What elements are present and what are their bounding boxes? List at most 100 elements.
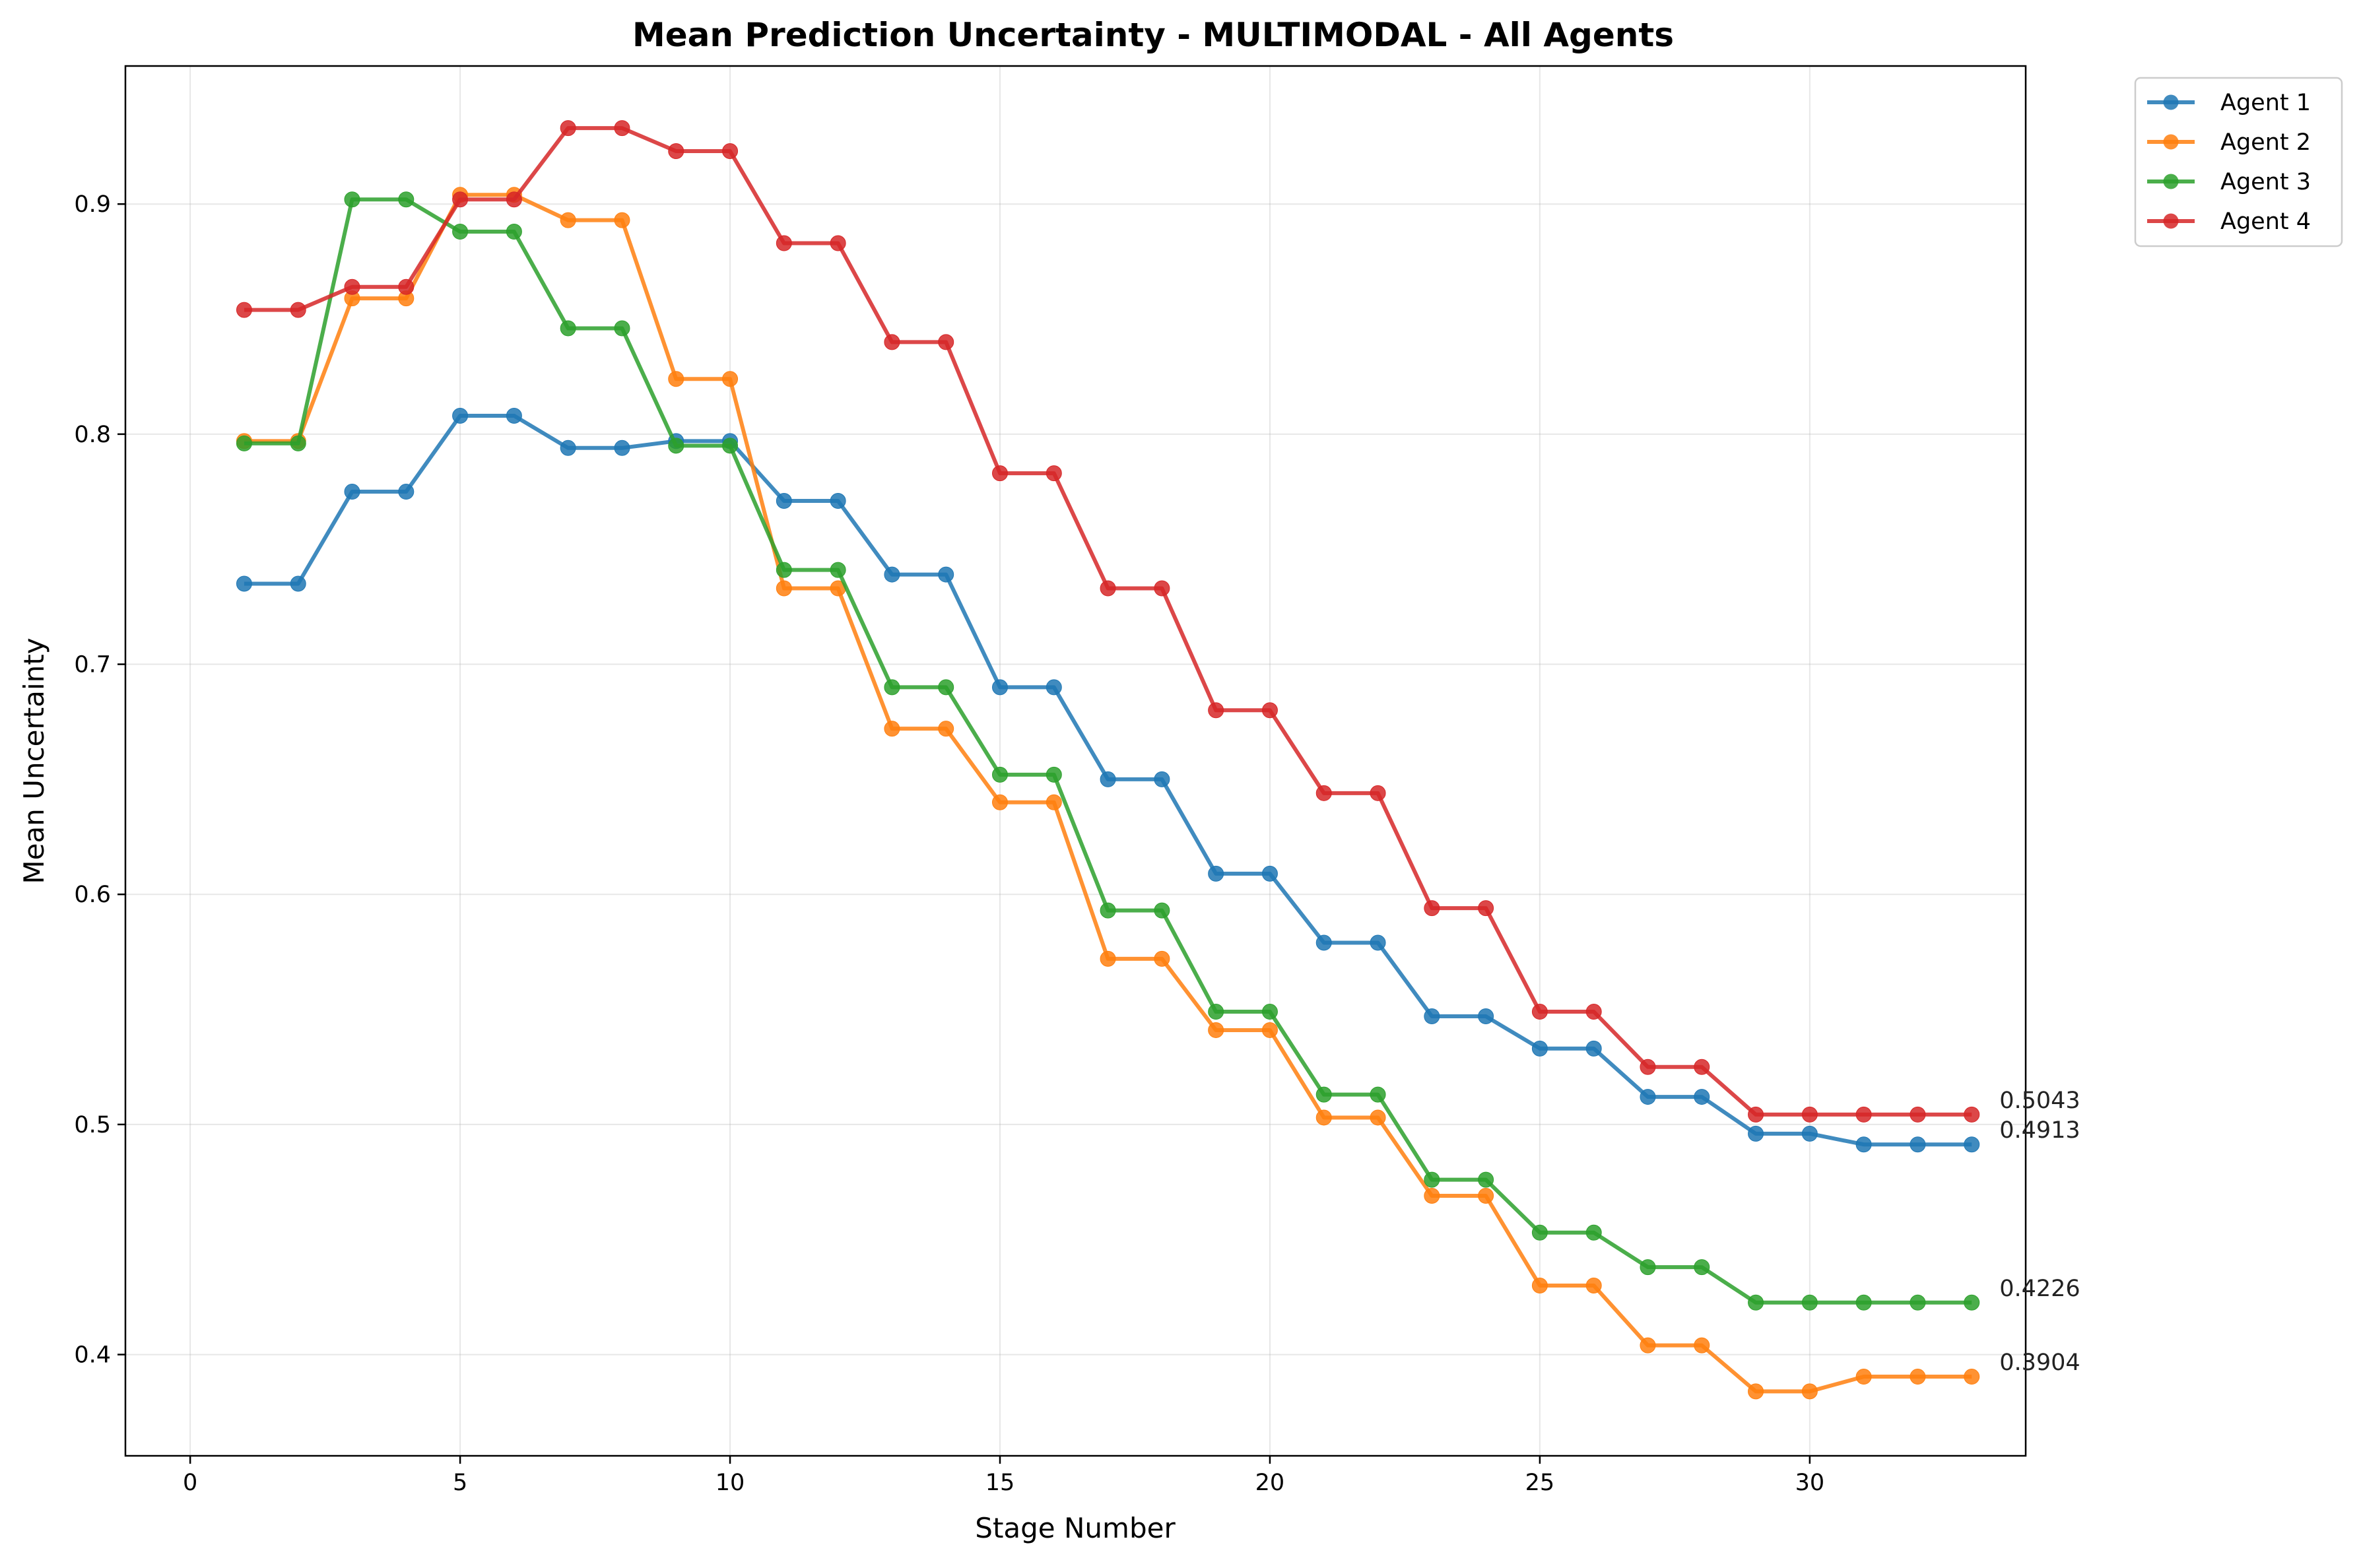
data-point xyxy=(1261,1004,1278,1020)
y-tick-label: 0.9 xyxy=(74,191,111,218)
data-point xyxy=(1154,580,1170,597)
legend-label: Agent 1 xyxy=(2220,90,2311,116)
data-point xyxy=(1370,934,1386,951)
legend-entry: Agent 2 xyxy=(2147,129,2311,156)
data-point xyxy=(776,492,792,509)
data-point xyxy=(506,224,522,240)
data-point xyxy=(1910,1369,1926,1385)
data-point xyxy=(1801,1125,1818,1142)
data-point xyxy=(1478,1171,1494,1188)
data-point xyxy=(236,575,252,592)
data-point xyxy=(1315,1086,1332,1103)
end-value-labels: 0.4913 0.3904 0.4226 0.5043 xyxy=(1999,1088,2080,1376)
legend: Agent 1 Agent 2 Agent 3 Agent 4 xyxy=(2134,77,2343,247)
data-point xyxy=(1100,580,1116,597)
data-point xyxy=(1964,1369,1980,1385)
data-point xyxy=(1424,1171,1440,1188)
data-point xyxy=(1370,1109,1386,1126)
data-point xyxy=(1964,1136,1980,1153)
x-axis: 0 5 10 15 20 25 30 xyxy=(183,1456,1824,1496)
data-point xyxy=(1208,1004,1224,1020)
data-point xyxy=(1964,1106,1980,1123)
x-axis-label: Stage Number xyxy=(975,1512,1176,1544)
data-point xyxy=(1910,1106,1926,1123)
data-point xyxy=(1315,934,1332,951)
data-point xyxy=(1910,1136,1926,1153)
data-point xyxy=(1640,1059,1656,1075)
y-tick-label: 0.6 xyxy=(74,882,111,908)
data-point xyxy=(1046,679,1062,696)
data-point xyxy=(1531,1224,1548,1241)
data-point xyxy=(830,235,846,251)
data-point xyxy=(290,575,306,592)
data-point xyxy=(290,302,306,318)
data-point xyxy=(1801,1294,1818,1311)
data-point xyxy=(991,766,1008,783)
data-point xyxy=(560,440,576,456)
data-point xyxy=(1640,1259,1656,1276)
data-point xyxy=(938,566,954,583)
legend-marker xyxy=(2163,213,2179,229)
data-point xyxy=(236,302,252,318)
data-point xyxy=(1046,794,1062,810)
plot-frame xyxy=(124,65,2027,1457)
data-point xyxy=(1694,1089,1710,1105)
data-point xyxy=(884,566,900,583)
end-value-label: 0.5043 xyxy=(1999,1088,2080,1114)
data-point xyxy=(398,484,415,500)
data-point xyxy=(722,371,739,387)
legend-marker xyxy=(2163,94,2179,110)
x-tick-label: 30 xyxy=(1795,1470,1825,1496)
x-tick-label: 5 xyxy=(453,1470,467,1496)
data-point xyxy=(668,371,684,387)
data-point xyxy=(830,562,846,578)
data-point xyxy=(884,679,900,696)
data-point xyxy=(398,278,415,295)
end-value-label: 0.4913 xyxy=(1999,1117,2080,1144)
x-tick-label: 0 xyxy=(183,1470,197,1496)
data-point xyxy=(1261,865,1278,882)
data-point xyxy=(938,334,954,350)
data-point xyxy=(1855,1369,1872,1385)
x-tick-label: 15 xyxy=(985,1470,1015,1496)
data-point xyxy=(560,212,576,228)
y-axis: 0.4 0.5 0.6 0.7 0.8 0.9 xyxy=(74,191,125,1369)
data-point xyxy=(1370,1086,1386,1103)
legend-label: Agent 4 xyxy=(2220,209,2311,235)
data-point xyxy=(614,120,630,137)
data-point xyxy=(614,440,630,456)
data-point xyxy=(1424,1008,1440,1025)
x-tick-label: 20 xyxy=(1255,1470,1285,1496)
legend-marker xyxy=(2163,134,2179,150)
data-point xyxy=(1261,702,1278,719)
data-point xyxy=(1855,1294,1872,1311)
y-tick-label: 0.5 xyxy=(74,1112,111,1138)
data-point xyxy=(1424,900,1440,917)
legend-label: Agent 3 xyxy=(2220,169,2311,195)
data-point xyxy=(1478,900,1494,917)
end-value-label: 0.3904 xyxy=(1999,1350,2080,1376)
data-point xyxy=(722,438,739,454)
data-point xyxy=(1046,766,1062,783)
data-point xyxy=(776,580,792,597)
chart-title: Mean Prediction Uncertainty - MULTIMODAL… xyxy=(632,16,1674,54)
legend-entry: Agent 1 xyxy=(2147,90,2311,116)
data-point xyxy=(1585,1224,1602,1241)
data-point xyxy=(398,191,415,208)
data-point xyxy=(1046,465,1062,482)
data-point xyxy=(1748,1383,1764,1400)
data-point xyxy=(1208,865,1224,882)
legend-label: Agent 2 xyxy=(2220,129,2311,156)
y-tick-label: 0.7 xyxy=(74,652,111,678)
legend-entry: Agent 3 xyxy=(2147,169,2311,195)
grid xyxy=(125,66,2026,1456)
data-point xyxy=(1585,1004,1602,1020)
data-point xyxy=(1801,1383,1818,1400)
x-tick-label: 10 xyxy=(715,1470,745,1496)
data-point xyxy=(1748,1125,1764,1142)
data-point xyxy=(506,407,522,424)
data-point xyxy=(452,191,469,208)
data-point xyxy=(776,562,792,578)
legend-entry: Agent 4 xyxy=(2147,209,2311,235)
series-2 xyxy=(236,187,1980,1400)
